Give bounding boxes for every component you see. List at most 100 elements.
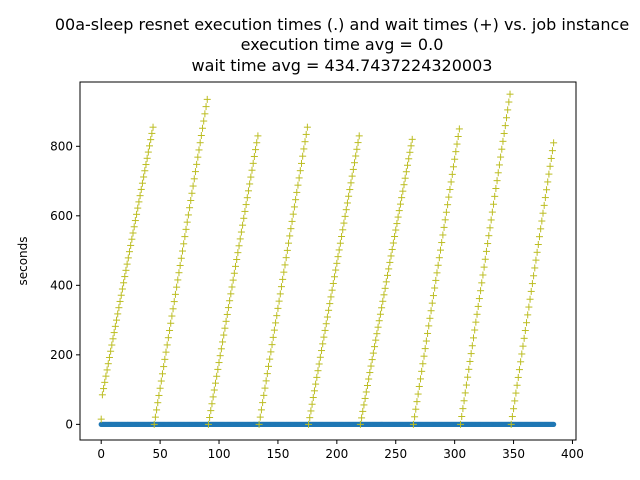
wait-time-point [520, 334, 528, 342]
wait-time-point [396, 200, 404, 208]
wait-time-point [541, 194, 549, 202]
wait-time-point [327, 293, 335, 301]
wait-time-point [387, 252, 395, 260]
wait-time-point [395, 207, 403, 215]
wait-time-point [167, 319, 175, 327]
wait-time-point [497, 153, 505, 161]
wait-time-point [240, 214, 248, 222]
wait-time-point [455, 125, 463, 133]
wait-time-point [289, 210, 297, 218]
wait-time-point [234, 249, 242, 257]
wait-time-point [182, 225, 190, 233]
wait-time-point [521, 327, 529, 335]
wait-time-point [389, 239, 397, 247]
wait-time-point [283, 246, 291, 254]
wait-time-point [523, 319, 531, 327]
wait-time-point [127, 241, 135, 249]
wait-time-point [339, 226, 347, 234]
wait-time-point [375, 317, 383, 325]
wait-time-point [306, 414, 314, 422]
wait-time-point [492, 185, 500, 193]
wait-time-point [491, 192, 499, 200]
wait-time-point [276, 290, 284, 298]
wait-time-point [140, 173, 148, 181]
wait-time-point [294, 181, 302, 189]
wait-time-point [98, 391, 106, 399]
wait-time-point [226, 297, 234, 305]
wait-time-point [297, 159, 305, 167]
wait-time-point [97, 415, 105, 423]
wait-time-point [285, 239, 293, 247]
wait-time-point [444, 201, 452, 209]
wait-time-point [160, 363, 168, 371]
wait-time-point [402, 168, 410, 176]
wait-time-point [310, 387, 318, 395]
wait-time-point [221, 324, 229, 332]
wait-time-point [527, 287, 535, 295]
wait-time-point [204, 420, 212, 428]
wait-time-point [466, 357, 474, 365]
wait-time-point [236, 235, 244, 243]
wait-time-point [346, 186, 354, 194]
wait-time-point [393, 220, 401, 228]
wait-time-point [194, 153, 202, 161]
wait-time-point [414, 390, 422, 398]
wait-time-point [376, 310, 384, 318]
wait-time-point [210, 386, 218, 394]
x-tick-label: 300 [443, 447, 466, 461]
wait-time-point [416, 375, 424, 383]
wait-time-point [173, 283, 181, 291]
wait-time-point [184, 211, 192, 219]
wait-time-point [138, 179, 146, 187]
wait-time-point [193, 160, 201, 168]
wait-time-point [248, 166, 256, 174]
wait-time-point [256, 413, 264, 421]
wait-time-point [318, 347, 326, 355]
wait-time-point [211, 379, 219, 387]
wait-time-point [365, 375, 373, 383]
wait-time-point [358, 414, 366, 422]
wait-time-point [216, 352, 224, 360]
wait-time-point [345, 192, 353, 200]
wait-time-point [439, 231, 447, 239]
wait-time-point [232, 262, 240, 270]
wait-time-point [486, 224, 494, 232]
x-tick-label: 150 [266, 447, 289, 461]
wait-time-point [380, 291, 388, 299]
wait-time-point [545, 170, 553, 178]
wait-time-point [197, 131, 205, 139]
wait-time-point [329, 279, 337, 287]
wait-time-point [118, 285, 126, 293]
wait-time-point [108, 341, 116, 349]
wait-time-point [411, 413, 419, 421]
wait-time-point [255, 420, 263, 428]
wait-time-point [343, 199, 351, 207]
wait-time-point [490, 200, 498, 208]
x-tick-label: 100 [208, 447, 231, 461]
y-axis: 0 200 400 600 800 [50, 139, 80, 431]
wait-time-point [420, 352, 428, 360]
wait-time-point [494, 169, 502, 177]
wait-time-point [366, 369, 374, 377]
wait-time-point [537, 225, 545, 233]
wait-time-point [479, 271, 487, 279]
wait-time-point [421, 345, 429, 353]
wait-time-point [362, 388, 370, 396]
y-tick-label: 0 [65, 417, 73, 431]
wait-time-point [254, 132, 262, 140]
wait-time-point [155, 391, 163, 399]
x-tick-label: 350 [502, 447, 525, 461]
wait-time-point [517, 358, 525, 366]
wait-time-point [355, 132, 363, 140]
wait-time-point [386, 258, 394, 266]
wait-time-point [341, 212, 349, 220]
wait-time-point [454, 132, 462, 140]
wait-time-point [203, 95, 211, 103]
execution-time-point [551, 421, 557, 427]
wait-time-point [154, 399, 162, 407]
wait-time-point [113, 316, 121, 324]
wait-time-point [400, 181, 408, 189]
wait-time-point [383, 271, 391, 279]
wait-time-point [265, 362, 273, 370]
wait-time-point [391, 233, 399, 241]
